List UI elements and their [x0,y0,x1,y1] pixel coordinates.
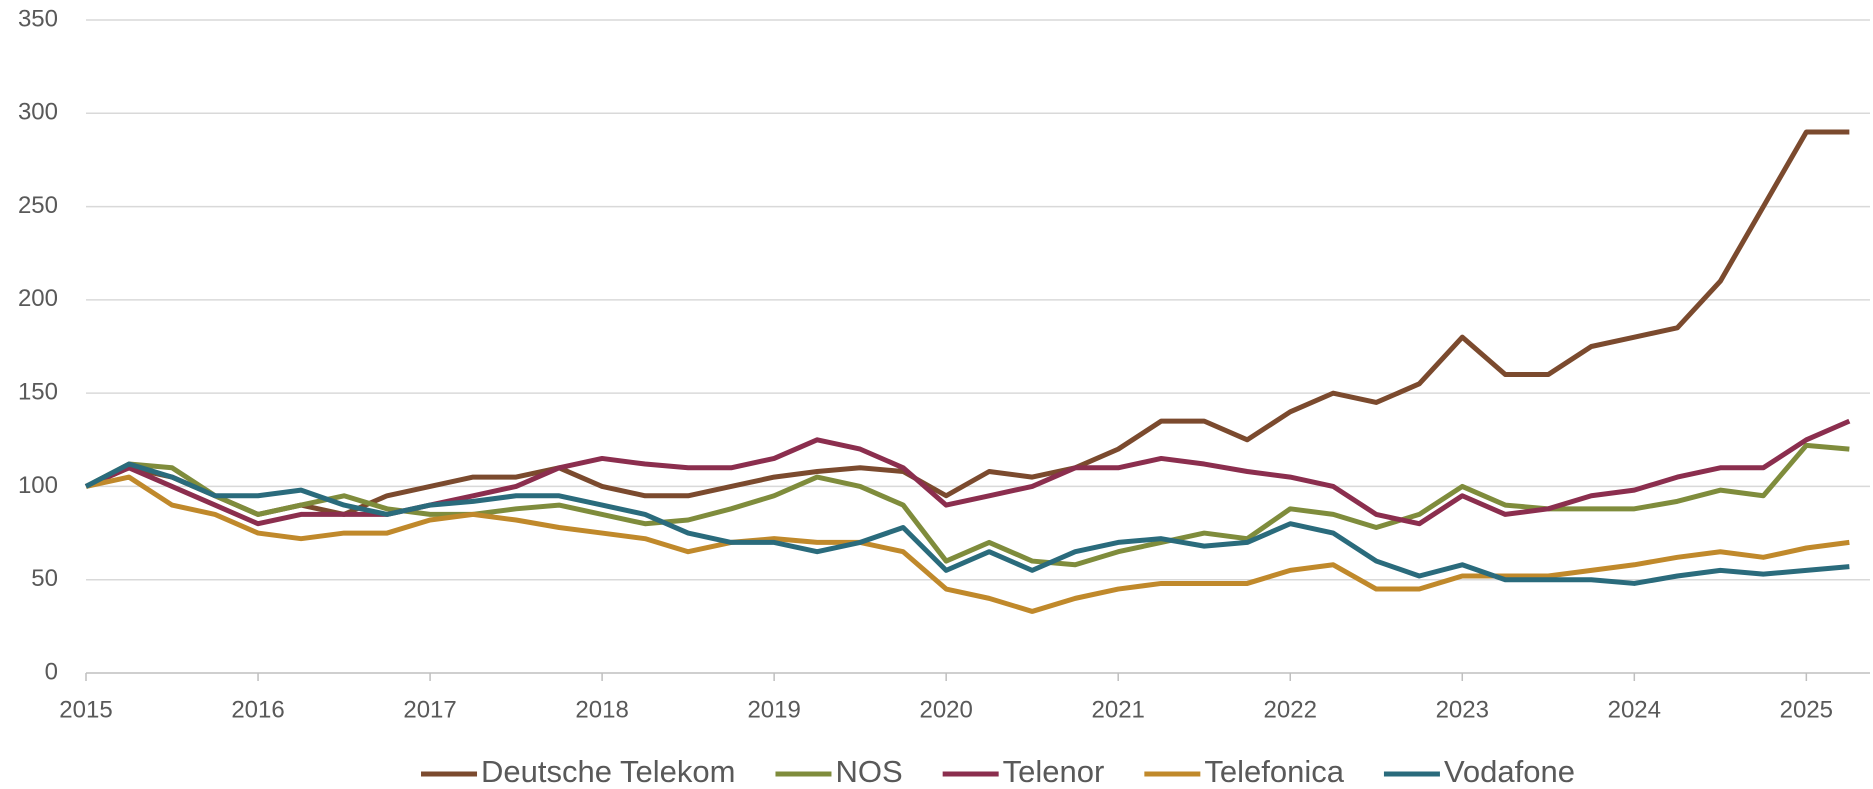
x-tick-label: 2023 [1436,696,1489,723]
x-tick-label: 2019 [747,696,800,723]
series-line [84,461,1850,586]
x-tick-label: 2022 [1264,696,1317,723]
x-tick-label: 2015 [59,696,112,723]
series-line [85,129,1850,517]
x-tick-label: 2024 [1608,696,1661,723]
legend-label: Deutsche Telekom [481,754,735,789]
x-tick-label: 2016 [231,696,284,723]
legend-label: Telenor [1003,754,1105,789]
series-line [85,474,1850,614]
y-tick-label: 100 [18,472,58,499]
y-tick-label: 350 [18,5,58,32]
x-tick-label: 2021 [1092,696,1145,723]
y-tick-label: 200 [18,285,58,312]
x-tick-label: 2020 [919,696,972,723]
y-tick-label: 50 [31,565,58,592]
x-tick-label: 2017 [403,696,456,723]
x-tick-label: 2025 [1780,696,1833,723]
legend-label: Vodafone [1444,754,1575,789]
y-tick-label: 250 [18,192,58,219]
x-tick-label: 2018 [575,696,628,723]
legend: Deutsche Telekom NOS Telenor Telefonica Voda… [421,754,1575,789]
legend-label: NOS [835,754,902,789]
y-tick-label: 300 [18,99,58,126]
legend-label: Telefonica [1204,754,1344,789]
y-tick-label: 150 [18,378,58,405]
y-tick-label: 0 [45,658,58,685]
